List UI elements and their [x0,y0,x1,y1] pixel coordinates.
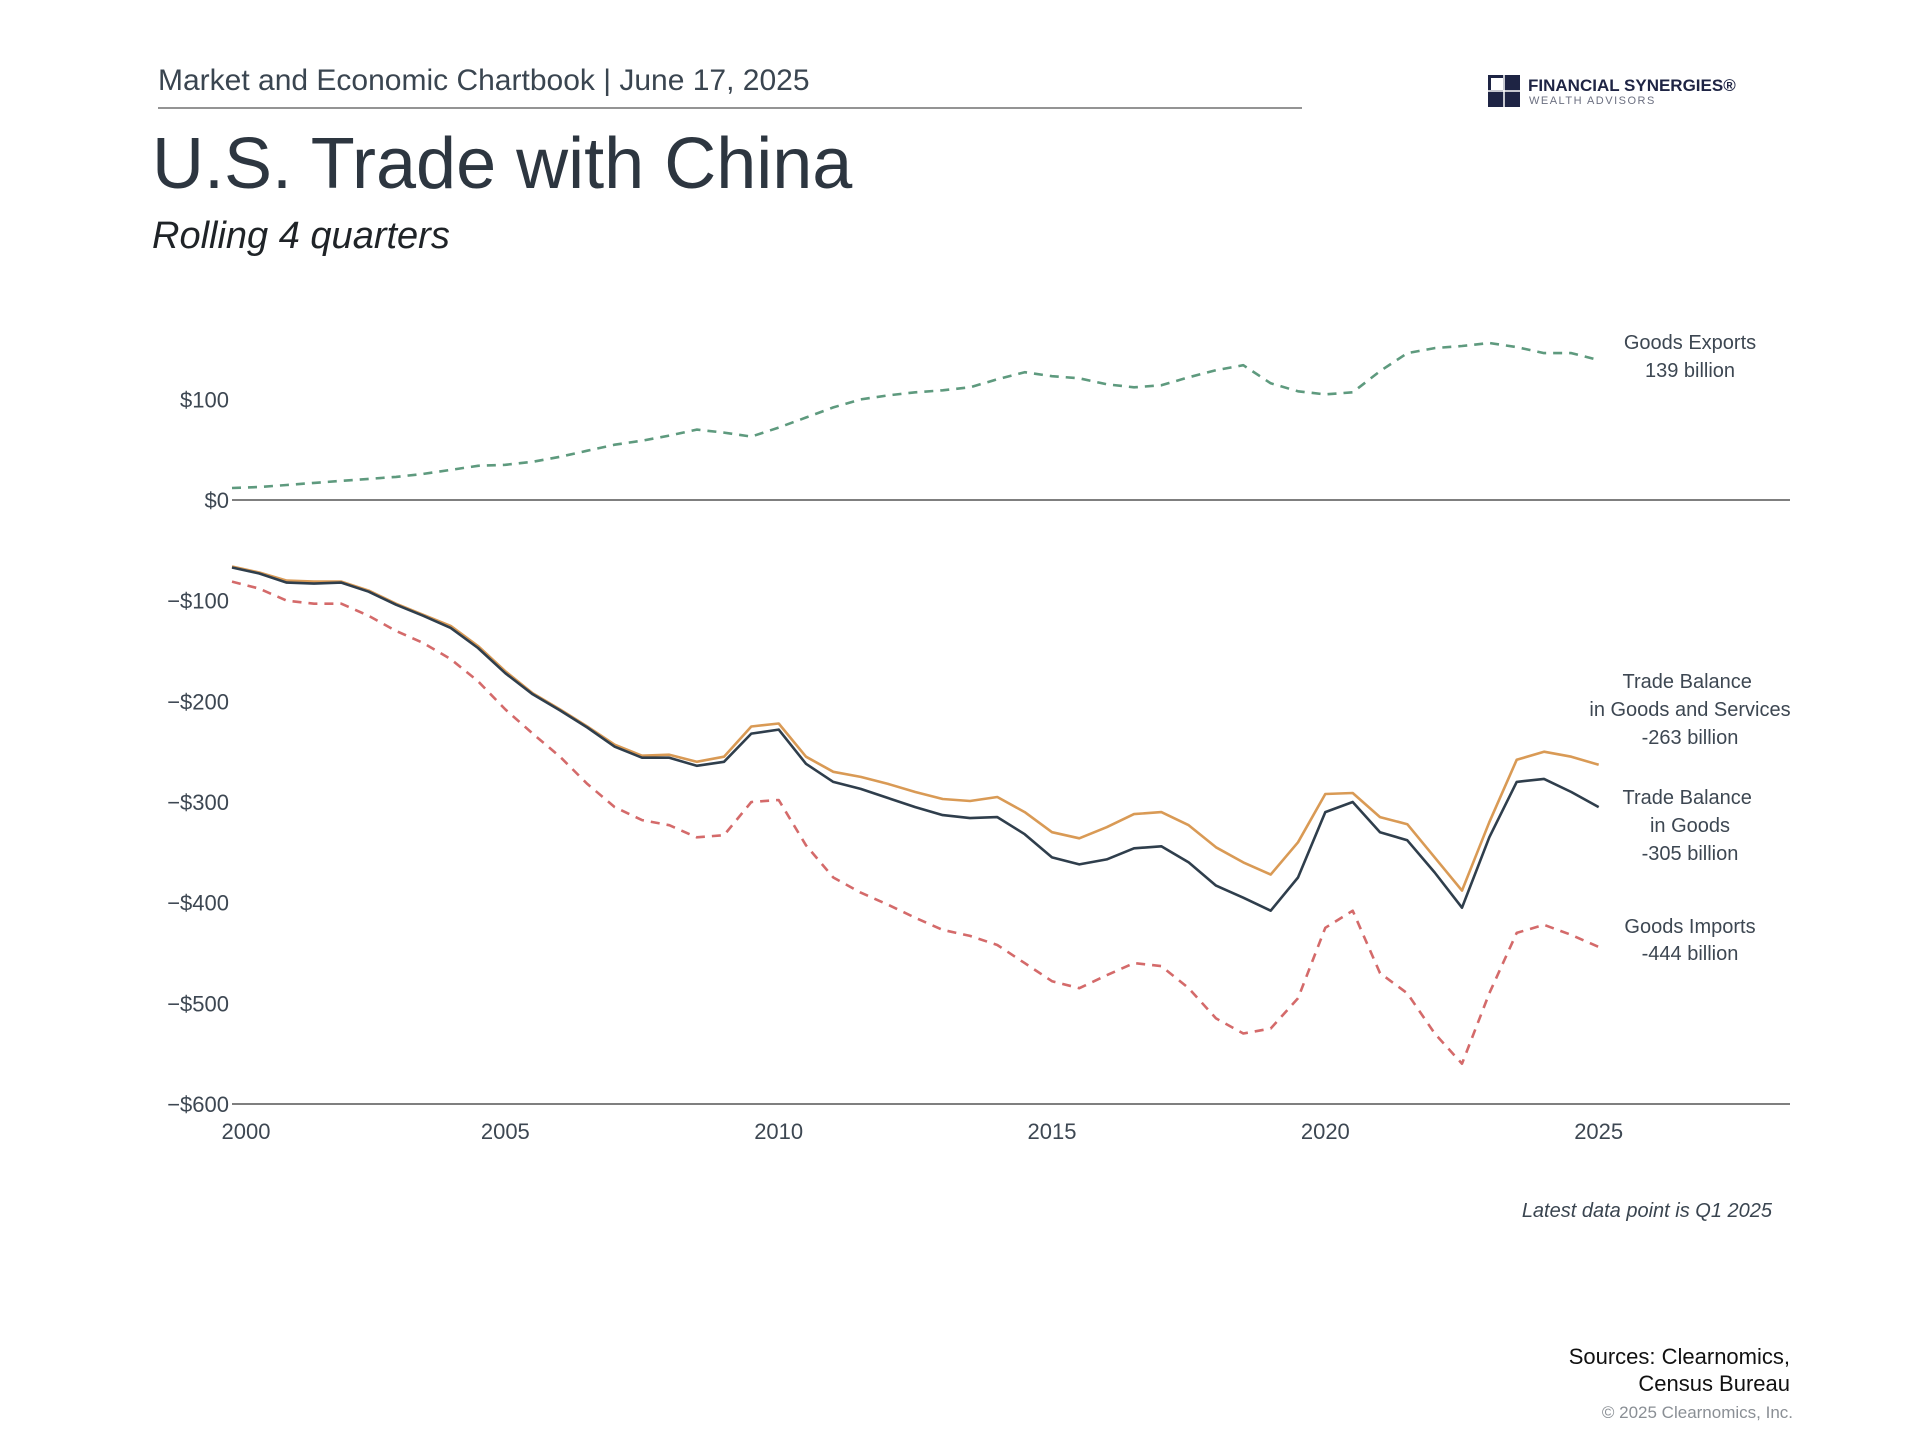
logo: FINANCIAL SYNERGIES® WEALTH ADVISORS [1488,75,1736,107]
y-tick-label: −$500 [167,991,229,1016]
series-end-label: 139 billion [1645,360,1735,382]
chartbook-header: Market and Economic Chartbook | June 17,… [158,64,810,97]
series-name: Trade Balance in Goods and Services [1589,671,1790,721]
y-tick-label: −$200 [167,689,229,714]
data-note: Latest data point is Q1 2025 [1522,1200,1773,1222]
logo-name: FINANCIAL SYNERGIES® [1528,76,1736,95]
y-tick-label: −$300 [167,790,229,815]
x-tick-label: 2010 [754,1119,803,1144]
logo-icon-cell [1491,78,1503,90]
series-name: Trade Balance in Goods [1623,787,1758,837]
series-name-line: in Goods and Services [1589,699,1790,721]
series-name: Goods Imports [1624,916,1755,938]
series-name-line: Trade Balance [1623,671,1758,693]
series-line [231,580,1600,1065]
y-tick-label: $100 [180,387,229,412]
series-line [231,565,1600,892]
x-tick-label: 2025 [1574,1119,1623,1144]
chart-title: U.S. Trade with China [152,124,853,204]
series-line [231,566,1600,912]
series-name-line: Trade Balance [1623,787,1758,809]
series-name-line: in Goods [1650,815,1730,837]
y-tick-label: −$400 [167,891,229,916]
y-tick-label: $0 [205,488,229,513]
series-end-label: -444 billion [1642,943,1739,965]
chart-subtitle: Rolling 4 quarters [152,215,450,257]
logo-sub: WEALTH ADVISORS [1529,95,1656,107]
y-tick-label: −$100 [167,589,229,614]
x-tick-label: 2005 [481,1119,530,1144]
series-name: Goods Exports [1624,332,1756,354]
x-tick-label: 2000 [222,1119,271,1144]
x-tick-label: 2015 [1028,1119,1077,1144]
y-tick-label: −$600 [167,1092,229,1117]
copyright: © 2025 Clearnomics, Inc. [1602,1403,1793,1422]
series-line [231,341,1600,490]
sources: Census Bureau [1638,1371,1790,1396]
x-tick-label: 2020 [1301,1119,1350,1144]
series-end-label: -263 billion [1642,727,1739,749]
series-end-label: -305 billion [1642,843,1739,865]
sources: Sources: Clearnomics, [1569,1344,1790,1369]
